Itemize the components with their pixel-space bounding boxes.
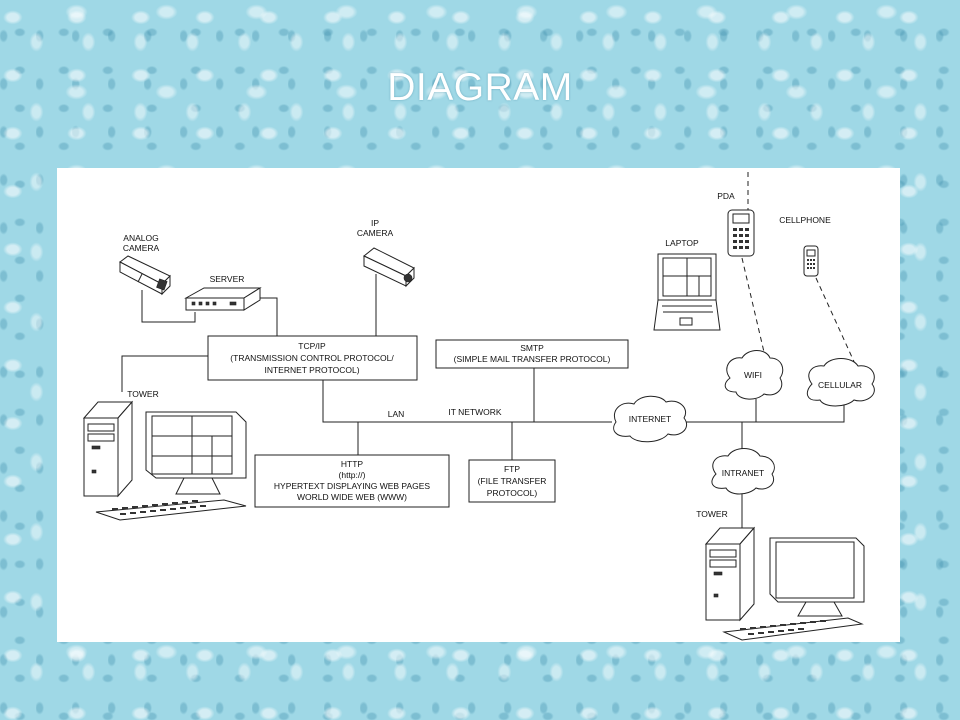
tcpip-line-1: (TRANSMISSION CONTROL PROTOCOL/ <box>230 353 394 363</box>
tower-right-device: TOWER <box>696 509 865 641</box>
server-icon <box>184 287 262 311</box>
analog-camera-label-2: CAMERA <box>123 243 160 253</box>
cellphone-label: CELLPHONE <box>779 215 831 225</box>
tcpip-line-2: INTERNET PROTOCOL) <box>264 365 359 375</box>
smtp-title: SMTP <box>520 343 544 353</box>
ip-camera-label-2: CAMERA <box>357 228 394 238</box>
analog-camera-device: ANALOG CAMERA <box>119 233 171 296</box>
connection-lines <box>121 172 857 530</box>
pda-icon <box>727 209 755 257</box>
ftp-line-2: PROTOCOL) <box>487 488 538 498</box>
laptop-icon <box>653 253 721 331</box>
tower-computer-icon <box>82 400 247 521</box>
wifi-label: WIFI <box>744 370 762 380</box>
laptop-device: LAPTOP <box>653 238 721 331</box>
http-line-2: HYPERTEXT DISPLAYING WEB PAGES <box>274 481 431 491</box>
tcpip-title: TCP/IP <box>298 341 326 351</box>
slide-title: DIAGRAM <box>387 66 573 109</box>
wifi-cloud: WIFI <box>724 350 784 400</box>
ftp-title: FTP <box>504 464 520 474</box>
it-network-label: IT NETWORK <box>448 407 502 417</box>
ftp-box: FTP (FILE TRANSFER PROTOCOL) <box>468 459 556 503</box>
network-diagram: TCP/IP (TRANSMISSION CONTROL PROTOCOL/ I… <box>57 168 900 642</box>
cellphone-icon <box>803 245 819 277</box>
cellular-label: CELLULAR <box>818 380 862 390</box>
tower-right-label: TOWER <box>696 509 727 519</box>
ip-camera-icon <box>363 247 415 288</box>
internet-cloud: INTERNET <box>613 395 688 443</box>
analog-camera-icon <box>119 255 171 296</box>
lan-label: LAN <box>388 409 405 419</box>
ip-camera-device: IP CAMERA <box>357 218 415 288</box>
ip-camera-label-1: IP <box>371 218 379 228</box>
cellphone-device: CELLPHONE <box>779 215 831 277</box>
http-box: HTTP (http://) HYPERTEXT DISPLAYING WEB … <box>254 454 450 508</box>
internet-label: INTERNET <box>629 414 672 424</box>
http-line-1: (http://) <box>339 470 366 480</box>
laptop-label: LAPTOP <box>665 238 699 248</box>
tcpip-box: TCP/IP (TRANSMISSION CONTROL PROTOCOL/ I… <box>207 335 418 381</box>
tower-computer-icon <box>704 526 865 641</box>
analog-camera-label-1: ANALOG <box>123 233 158 243</box>
ftp-line-1: (FILE TRANSFER <box>478 476 547 486</box>
http-line-3: WORLD WIDE WEB (WWW) <box>297 492 407 502</box>
server-label: SERVER <box>210 274 245 284</box>
intranet-cloud: INTRANET <box>711 448 775 495</box>
pda-device: PDA <box>717 191 755 257</box>
tower-left-device: TOWER <box>82 389 247 521</box>
pda-label: PDA <box>717 191 735 201</box>
server-device: SERVER <box>184 274 262 311</box>
smtp-line-1: (SIMPLE MAIL TRANSFER PROTOCOL) <box>454 354 611 364</box>
cellular-cloud: CELLULAR <box>806 358 875 407</box>
http-title: HTTP <box>341 459 364 469</box>
intranet-label: INTRANET <box>722 468 765 478</box>
smtp-box: SMTP (SIMPLE MAIL TRANSFER PROTOCOL) <box>435 339 629 369</box>
tower-left-label: TOWER <box>127 389 158 399</box>
